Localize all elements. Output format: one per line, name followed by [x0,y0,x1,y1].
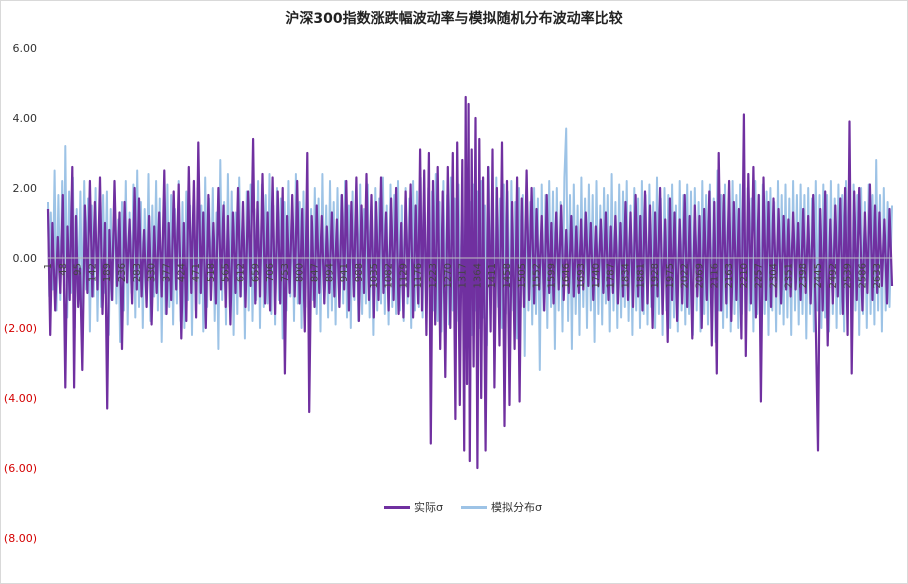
x-tick-label: 1364 [472,263,483,288]
x-tick-label: 2022 [680,263,691,288]
legend-swatch-simulated [460,505,487,509]
x-tick-label: 424 [176,263,187,282]
x-tick-label: 941 [339,263,350,282]
x-tick-label: 2633 [872,263,883,288]
y-tick-label: (8.00) [4,532,37,545]
x-tick-label: 471 [191,263,202,282]
y-tick-label: 0.00 [13,252,38,265]
y-tick-label: (2.00) [4,322,37,335]
x-tick-label: 1693 [576,263,587,288]
x-tick-label: 2116 [709,263,720,288]
x-tick-label: 2586 [857,263,868,288]
x-tick-label: 283 [132,263,143,282]
x-tick-label: 612 [235,263,246,282]
x-tick-label: 2398 [798,263,809,288]
x-tick-label: 377 [161,263,172,282]
x-tick-label: 753 [280,263,291,282]
x-tick-label: 236 [117,263,128,282]
x-tick-label: 1787 [606,263,617,288]
x-tick-label: 894 [324,263,335,282]
x-tick-label: 1881 [635,263,646,288]
x-tick-label: 1129 [398,263,409,288]
x-tick-label: 1928 [650,263,661,288]
x-tick-label: 2351 [783,263,794,288]
x-tick-label: 1082 [384,263,395,288]
x-tick-label: 800 [295,263,306,282]
x-tick-label: 2539 [843,263,854,288]
x-tick-label: 518 [206,263,217,282]
series-line-actual [46,95,894,470]
x-tick-label: 1740 [591,263,602,288]
y-tick-label: 2.00 [13,182,38,195]
x-tick-label: 565 [221,263,232,282]
y-tick-label: 4.00 [13,112,38,125]
x-tick-label: 2210 [739,263,750,288]
x-tick-label: 1317 [458,263,469,288]
legend: 实际σ 模拟分布σ [384,499,560,515]
legend-label-actual: 实际σ [414,501,443,514]
x-tick-label: 1 [43,263,54,269]
x-tick-label: 330 [147,263,158,282]
x-tick-label: 1834 [620,263,631,288]
x-tick-label: 2257 [754,263,765,288]
x-tick-label: 1646 [561,263,572,288]
chart-title: 沪深300指数涨跌幅波动率与模拟随机分布波动率比较 [285,11,623,27]
x-tick-label: 1975 [665,263,676,288]
legend-label-simulated: 模拟分布σ [490,501,542,514]
x-tick-label: 1270 [443,263,454,288]
x-tick-label: 1552 [532,263,543,288]
x-tick-label: 142 [87,263,98,282]
x-tick-label: 1176 [413,263,424,288]
x-tick-label: 1411 [487,263,498,288]
x-tick-label: 2445 [813,263,824,288]
x-tick-label: 48 [58,263,69,276]
x-tick-label: 706 [265,263,276,282]
x-tick-label: 1458 [502,263,513,288]
x-tick-label: 2163 [724,263,735,288]
x-tick-label: 1035 [369,263,380,288]
y-tick-label: (6.00) [4,462,37,475]
x-tick-label: 2069 [695,263,706,288]
x-tick-label: 659 [250,263,261,282]
x-tick-label: 1223 [428,263,439,288]
x-tick-label: 988 [354,263,365,282]
x-tick-label: 1505 [517,263,528,288]
y-tick-label: 6.00 [13,42,38,55]
x-tick-label: 1599 [546,263,557,288]
legend-item-actual: 实际σ [384,499,443,515]
x-tick-label: 2492 [828,263,839,288]
x-tick-label: 189 [102,263,113,282]
legend-item-simulated: 模拟分布σ [460,499,542,515]
legend-swatch-actual [384,505,410,509]
y-tick-label: (4.00) [4,392,37,405]
x-tick-label: 95 [73,263,84,276]
x-tick-label: 847 [310,263,321,282]
x-tick-label: 2304 [769,263,780,288]
